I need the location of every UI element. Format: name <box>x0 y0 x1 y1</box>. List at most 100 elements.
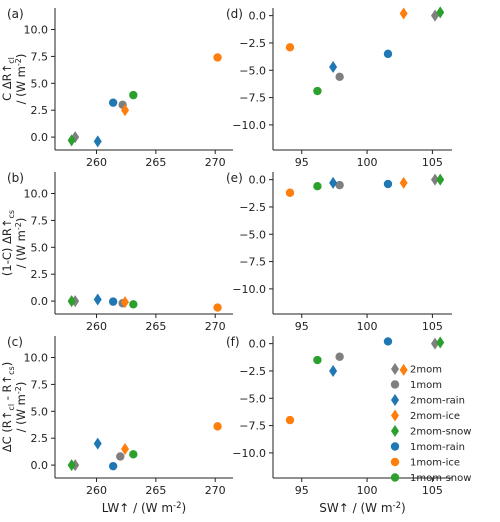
point-1mom-snow <box>313 355 322 365</box>
point-1mom-snow <box>313 86 322 96</box>
point-1mom-ice <box>285 188 295 197</box>
y-tick-label: 10.0 <box>24 24 49 37</box>
svg-text:/ (W m-2): / (W m-2) <box>14 54 28 105</box>
point-1mom-rain <box>383 337 393 346</box>
point-1mom-rain <box>108 98 118 107</box>
point-2mom-ice <box>121 442 130 455</box>
y-tick-label: 7.5 <box>31 214 49 227</box>
panel-f: 0.0 −2.5 −5.0 −7.5 −10.0 95 100 105 (f) SW↑ / (W … <box>226 335 452 515</box>
point-2mom-ice <box>399 7 408 20</box>
panel-label: (f) <box>226 335 240 349</box>
point-1mom-snow <box>129 450 138 459</box>
x-tick-label: 100 <box>357 320 378 333</box>
svg-text:/ (W m-2): / (W m-2) <box>14 218 28 269</box>
point-2mom-ice <box>121 104 130 117</box>
y-tick-label: −2.5 <box>239 37 266 50</box>
y-tick-label: 10.0 <box>24 188 49 201</box>
x-tick-label: 95 <box>295 156 309 169</box>
point-2mom-ice <box>121 296 130 309</box>
x-tick-label: 265 <box>145 320 166 333</box>
point-1mom-rain <box>108 461 118 471</box>
y-tick-label: 0.0 <box>31 131 49 144</box>
point-2mom-snow <box>436 173 445 186</box>
point-1mom <box>335 72 344 82</box>
panel-d: 0.0 −2.5 −5.0 −7.5 −10.0 95 100 105 (d) <box>226 6 452 169</box>
y-tick-label: −2.5 <box>239 201 266 214</box>
x-tick-label: 265 <box>145 156 166 169</box>
point-2mom-snow <box>67 295 76 308</box>
y-tick-label: 0.0 <box>249 10 267 23</box>
legend-marker-1mom <box>390 380 400 389</box>
svg-text:ΔC (R↑cl - R↑cs): ΔC (R↑cl - R↑cs) <box>0 362 16 452</box>
point-2mom-snow <box>436 336 445 349</box>
y-tick-label: −5.0 <box>239 392 266 405</box>
legend-label-2mom: 2mom <box>410 365 442 376</box>
legend-label-1mom-rain: 1mom-rain <box>410 442 465 453</box>
y-axis-label: ΔC (R↑cl - R↑cs)/ (W m-2) <box>0 362 28 452</box>
y-tick-label: −7.5 <box>239 256 266 269</box>
panel-label: (e) <box>226 171 243 185</box>
y-tick-label: 0.0 <box>249 174 267 187</box>
x-tick-label: 270 <box>205 156 226 169</box>
y-tick-label: 10.0 <box>24 352 49 365</box>
x-tick-label: 270 <box>205 320 226 333</box>
point-2mom-snow <box>67 134 76 147</box>
point-1mom-rain <box>383 49 393 59</box>
legend-marker-2mom <box>391 363 399 375</box>
point-1mom-rain <box>383 179 393 189</box>
y-axis-label: (1-C) ΔR↑cs/ (W m-2) <box>0 210 28 276</box>
legend-marker-1mom-rain <box>390 442 400 451</box>
legend-marker-1mom-ice <box>390 457 400 467</box>
y-tick-label: −2.5 <box>239 365 266 378</box>
y-tick-label: 0.0 <box>31 459 49 472</box>
legend-marker-2mom-ice <box>391 409 399 422</box>
panel-label: (d) <box>226 7 243 21</box>
point-1mom-ice <box>213 303 222 312</box>
x-tick-label: 105 <box>422 484 443 497</box>
point-1mom-rain <box>108 297 118 306</box>
y-tick-label: 2.5 <box>31 104 49 117</box>
y-tick-label: 5.0 <box>31 405 49 418</box>
y-tick-label: 7.5 <box>31 378 49 391</box>
panel-b: 0.0 2.5 5.0 7.5 10.0 260 265 270 (b) (1-C) ΔR↑cs/… <box>0 171 233 333</box>
point-2mom-ice <box>399 176 408 189</box>
point-2mom <box>431 173 440 186</box>
y-tick-label: 7.5 <box>31 50 49 63</box>
point-1mom-ice <box>285 43 295 52</box>
legend-label-1mom-snow: 1mom-snow <box>410 473 471 484</box>
point-2mom-rain <box>93 135 102 148</box>
y-tick-label: −10.0 <box>232 283 266 296</box>
point-2mom <box>431 337 440 350</box>
point-2mom-rain <box>329 176 338 189</box>
legend-label-2mom-snow: 2mom-snow <box>410 427 471 438</box>
x-axis-label: SW↑ / (W m-2) <box>319 501 405 515</box>
y-axis-label: C ΔR↑cl/ (W m-2) <box>0 54 28 105</box>
x-tick-label: 260 <box>86 484 107 497</box>
y-tick-label: 5.0 <box>31 77 49 90</box>
point-1mom <box>335 180 344 190</box>
point-1mom-snow <box>129 300 138 309</box>
x-tick-label: 100 <box>357 484 378 497</box>
x-axis-label: LW↑ / (W m-2) <box>102 501 186 515</box>
x-tick-label: 95 <box>295 320 309 333</box>
legend-marker-1mom-snow <box>390 473 400 482</box>
point-2mom-rain <box>329 364 338 377</box>
point-2mom-rain <box>329 60 338 73</box>
panel-label: (c) <box>7 335 23 349</box>
point-1mom-snow <box>313 182 322 191</box>
panel-label: (a) <box>7 7 24 21</box>
point-1mom <box>335 352 344 361</box>
legend-label-2mom-rain: 2mom-rain <box>410 396 465 407</box>
y-tick-label: 5.0 <box>31 241 49 254</box>
x-tick-label: 260 <box>86 320 107 333</box>
x-tick-label: 105 <box>422 156 443 169</box>
y-tick-label: 0.0 <box>31 295 49 308</box>
point-1mom-ice <box>213 53 222 62</box>
point-1mom-snow <box>129 90 138 100</box>
y-tick-label: −5.0 <box>239 64 266 77</box>
point-2mom-snow <box>67 459 76 472</box>
panel-c: 0.0 2.5 5.0 7.5 10.0 260 265 270 (c) ΔC (R↑cl - R… <box>0 335 233 515</box>
point-2mom-rain <box>93 293 102 306</box>
x-tick-label: 105 <box>422 320 443 333</box>
panel-a: 0.0 2.5 5.0 7.5 10.0 260 265 270 (a) C ΔR↑cl/ (W … <box>0 7 233 169</box>
